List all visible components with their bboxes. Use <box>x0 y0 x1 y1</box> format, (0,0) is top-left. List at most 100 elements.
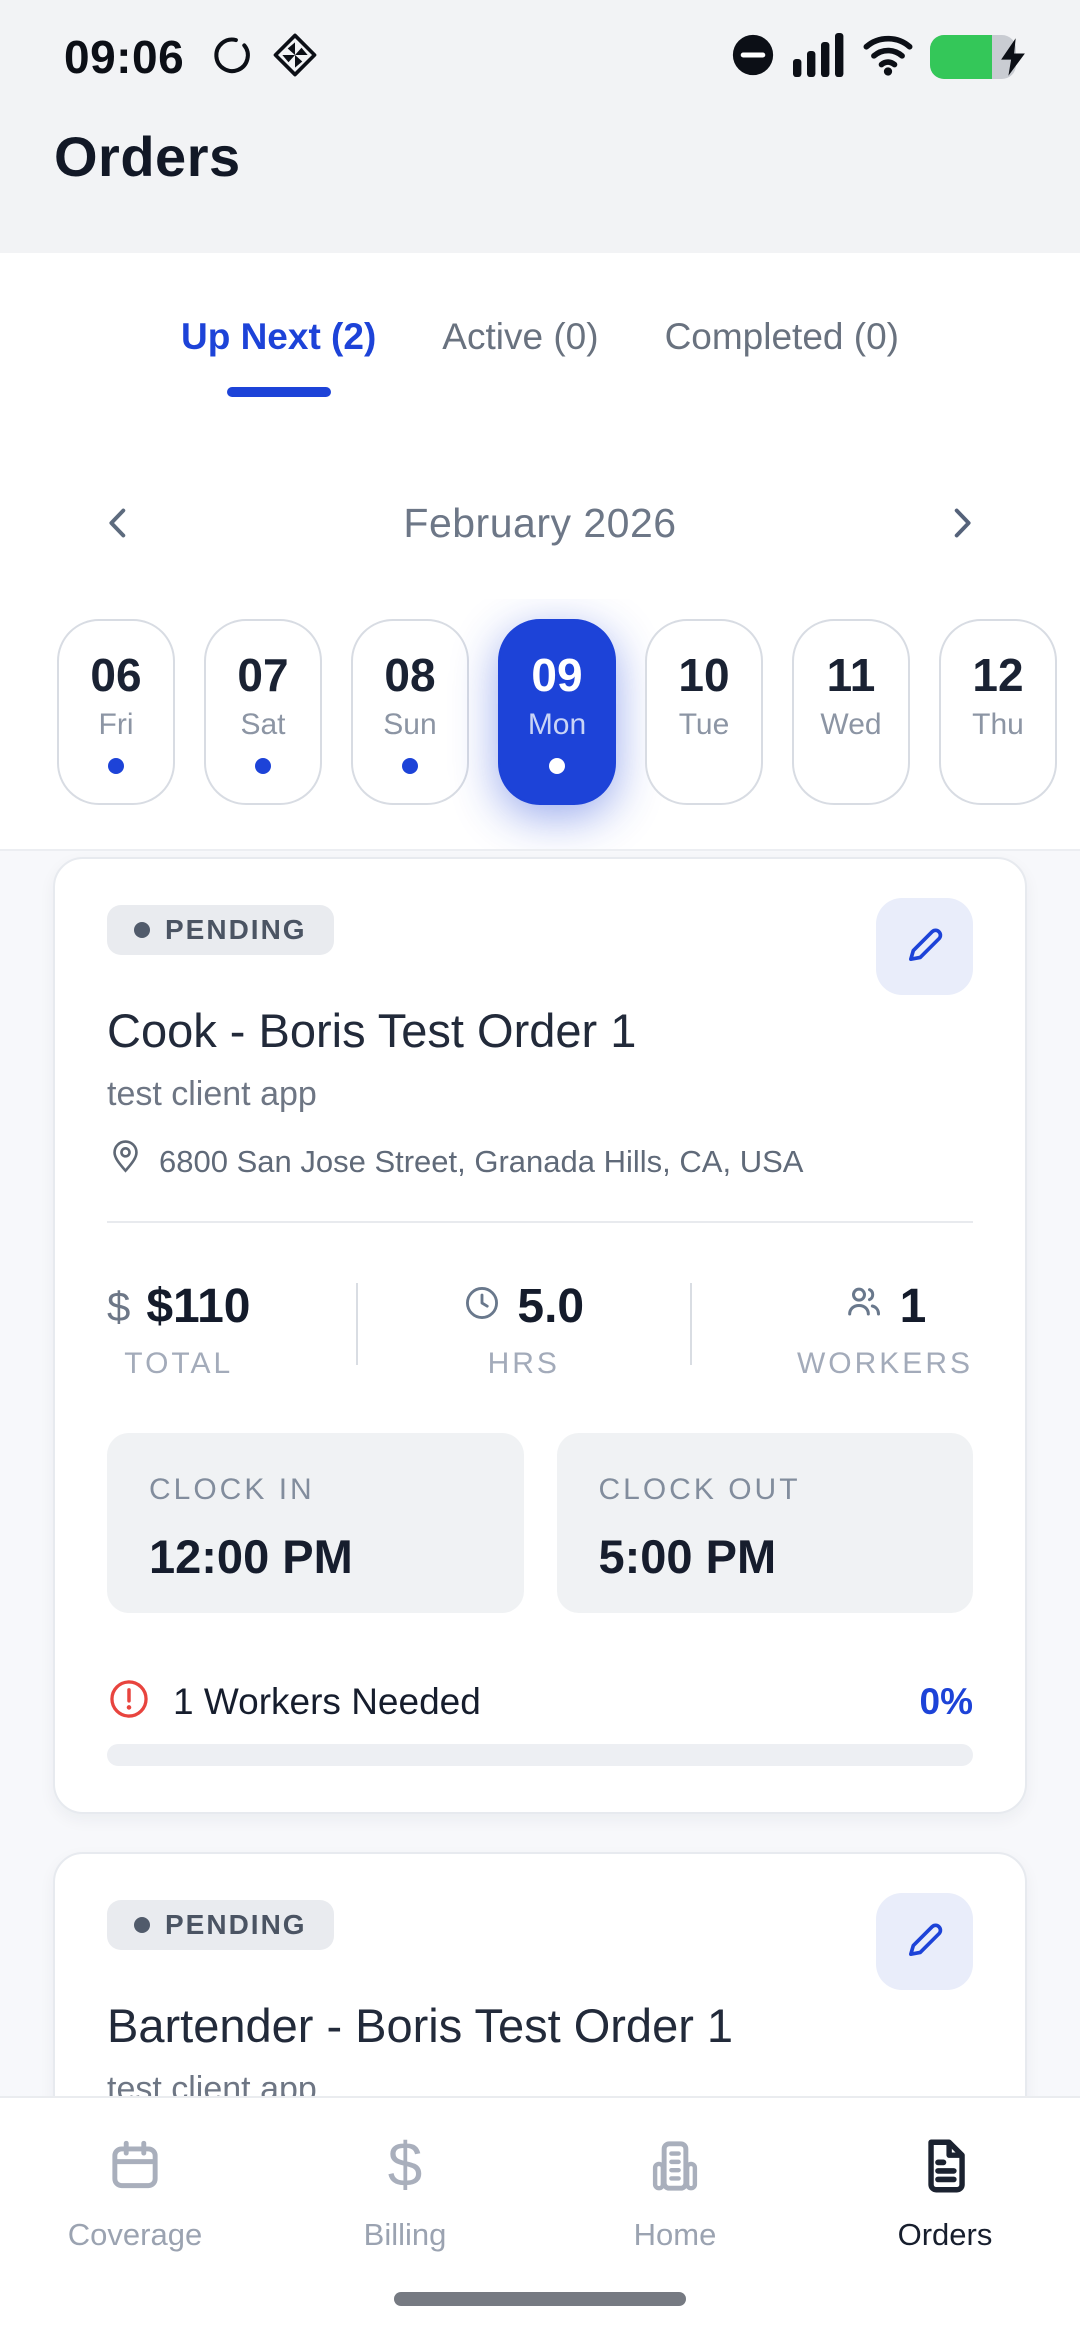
tab-up-next[interactable]: Up Next (2) <box>181 313 376 397</box>
nav-label: Home <box>633 2217 717 2252</box>
tab-completed[interactable]: Completed (0) <box>664 316 899 357</box>
day-number: 10 <box>678 649 730 701</box>
pencil-icon <box>902 922 948 971</box>
total-value: $110 <box>146 1280 251 1333</box>
stat-hours: 5.0 HRS <box>463 1279 584 1383</box>
day-pill-11[interactable]: 11 Wed <box>792 619 910 805</box>
day-carousel: 06 Fri 07 Sat 08 Sun 09 Mon 10 Tue 11 We… <box>0 599 1080 849</box>
day-pill-06[interactable]: 06 Fri <box>57 619 175 805</box>
dollar-icon: $ <box>107 1283 131 1330</box>
home-indicator[interactable] <box>394 2292 686 2306</box>
nav-item-billing[interactable]: $ Billing <box>270 2134 540 2340</box>
day-weekday: Sat <box>240 708 286 741</box>
wifi-icon <box>862 33 914 82</box>
clock-in-label: CLOCK IN <box>149 1473 315 1506</box>
nav-label: Billing <box>363 2217 447 2252</box>
workers-needed-text: 1 Workers Needed <box>173 1680 481 1722</box>
edit-order-button[interactable] <box>876 1893 973 1990</box>
day-number: 12 <box>972 649 1024 701</box>
day-pill-10[interactable]: 10 Tue <box>645 619 763 805</box>
order-card-cook[interactable]: PENDING Cook - Boris Test Order 1 test c… <box>53 857 1027 1814</box>
divider <box>107 1221 973 1223</box>
event-dot <box>402 758 418 774</box>
nav-label: Orders <box>897 2217 993 2252</box>
loading-arc-icon <box>210 34 252 81</box>
nav-label: Coverage <box>67 2217 203 2252</box>
clock-out-box: CLOCK OUT 5:00 PM <box>556 1433 973 1613</box>
nav-item-home[interactable]: Home <box>540 2134 810 2340</box>
nav-item-orders[interactable]: Orders <box>810 2134 1080 2340</box>
day-number: 08 <box>384 649 436 701</box>
divider <box>689 1283 692 1365</box>
event-dot <box>108 758 124 774</box>
stat-total: $ $110 TOTAL <box>107 1279 251 1383</box>
orders-list: PENDING Cook - Boris Test Order 1 test c… <box>0 849 1080 2231</box>
dnd-icon <box>730 32 776 83</box>
clock-out-value: 5:00 PM <box>598 1530 777 1583</box>
page-header: Orders <box>0 100 1080 253</box>
document-icon <box>914 2134 976 2198</box>
tab-active[interactable]: Active (0) <box>442 316 599 357</box>
day-weekday: Sun <box>383 708 437 741</box>
day-number: 07 <box>237 649 289 701</box>
day-pill-07[interactable]: 07 Sat <box>204 619 322 805</box>
day-pill-08[interactable]: 08 Sun <box>351 619 469 805</box>
building-icon <box>644 2134 706 2198</box>
hours-value: 5.0 <box>517 1280 585 1333</box>
clock-in-box: CLOCK IN 12:00 PM <box>107 1433 524 1613</box>
day-number: 11 <box>826 649 876 701</box>
event-dot <box>255 758 271 774</box>
hours-label: HRS <box>487 1347 560 1380</box>
pencil-icon <box>902 1917 948 1966</box>
charging-bolt-icon <box>990 33 1036 86</box>
bottom-navigation: Coverage $ Billing Home <box>0 2096 1080 2340</box>
status-label: PENDING <box>165 914 307 945</box>
status-badge: PENDING <box>107 1900 334 1950</box>
day-weekday: Thu <box>972 708 1024 741</box>
order-title: Cook - Boris Test Order 1 <box>107 1004 637 1057</box>
battery-icon <box>930 35 1025 79</box>
nav-item-coverage[interactable]: Coverage <box>0 2134 270 2340</box>
location-pin-icon <box>107 1138 144 1185</box>
status-label: PENDING <box>165 1909 307 1940</box>
status-dot-icon <box>134 922 150 938</box>
day-weekday: Wed <box>820 708 882 741</box>
status-dot-icon <box>134 1917 150 1933</box>
order-client: test client app <box>107 1075 317 1113</box>
day-weekday: Tue <box>678 708 730 741</box>
event-dot <box>549 758 565 774</box>
total-label: TOTAL <box>124 1347 234 1380</box>
divider <box>355 1283 358 1365</box>
order-address: 6800 San Jose Street, Granada Hills, CA,… <box>159 1143 804 1179</box>
day-weekday: Fri <box>98 708 134 741</box>
status-badge: PENDING <box>107 905 334 955</box>
workers-icon <box>844 1279 884 1335</box>
order-stats: $ $110 TOTAL 5.0 HRS <box>107 1223 973 1383</box>
warning-icon <box>107 1677 151 1726</box>
battery-level <box>930 35 992 79</box>
stat-workers: 1 WORKERS <box>797 1279 973 1383</box>
day-pill-09-selected[interactable]: 09 Mon <box>498 619 616 805</box>
calendar-icon <box>104 2134 166 2198</box>
day-pill-12[interactable]: 12 Thu <box>939 619 1057 805</box>
edit-order-button[interactable] <box>876 898 973 995</box>
month-label: February 2026 <box>403 499 677 546</box>
day-number: 09 <box>531 649 583 701</box>
clock-out-label: CLOCK OUT <box>598 1473 801 1506</box>
clock-in-value: 12:00 PM <box>149 1530 353 1583</box>
day-weekday: Mon <box>527 708 587 741</box>
clock-icon <box>463 1279 501 1335</box>
workers-value: 1 <box>899 1280 927 1333</box>
fill-percent: 0% <box>919 1680 973 1722</box>
signal-icon <box>792 32 846 83</box>
day-number: 06 <box>90 649 142 701</box>
clock-time: 09:06 <box>64 31 185 83</box>
relay-icon <box>272 32 318 83</box>
order-tabs: Up Next (2) Active (0) Completed (0) <box>0 253 1080 397</box>
order-title: Bartender - Boris Test Order 1 <box>107 1999 734 2052</box>
workers-label: WORKERS <box>796 1347 973 1380</box>
billing-dollar-icon: $ <box>387 2131 423 2200</box>
chevron-right-icon[interactable] <box>926 483 996 563</box>
chevron-left-icon[interactable] <box>84 483 154 563</box>
